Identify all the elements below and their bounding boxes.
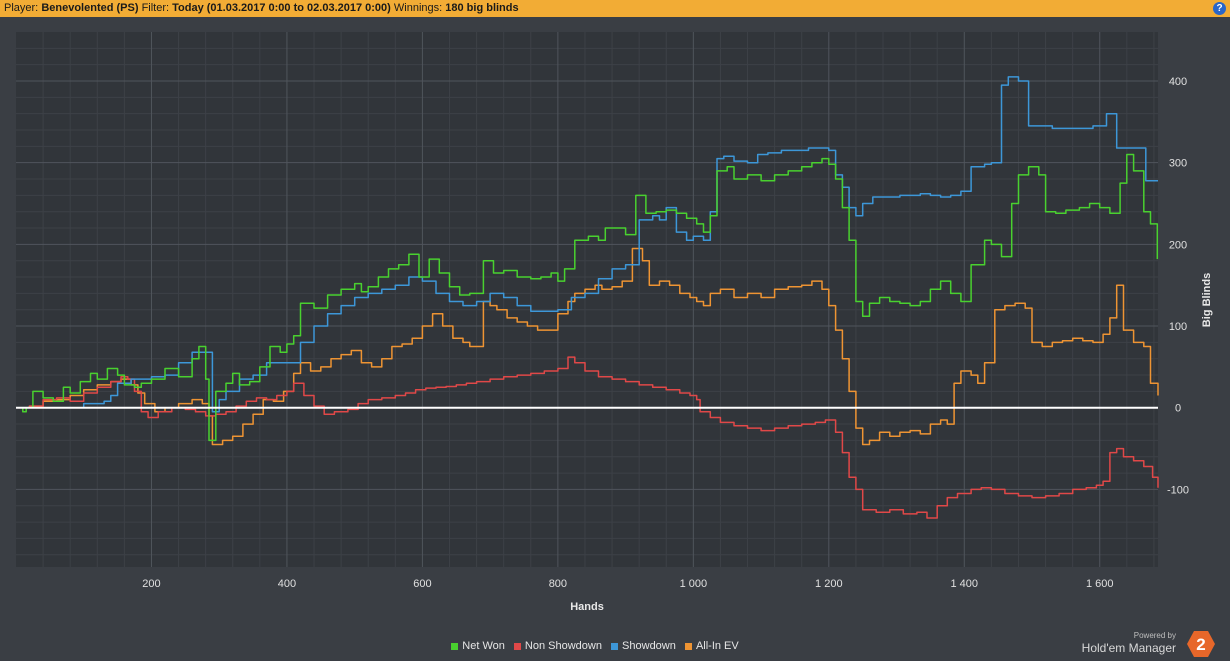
plot-area [16,32,1158,567]
brand-logo: Powered by Hold'em Manager 2 [1082,629,1216,659]
x-tick-label: 800 [549,578,567,590]
legend-all-in-ev[interactable]: All-In EV [684,640,739,652]
chart-legend: Net Won Non Showdown Showdown All-In EV [0,640,1190,652]
y-axis-label: Big Blinds [1201,273,1213,327]
brand-name: Hold'em Manager [1081,641,1176,655]
legend-swatch-showdown [611,642,619,650]
filter-info-bar: Player: Benevolented (PS) Filter: Today … [0,0,1230,17]
winnings-graph: 200 400 600 800 1 000 1 200 1 400 1 600 -100010… [16,32,1213,613]
x-axis-ticks: 200 400 600 800 1 000 1 200 1 400 1 600 [142,578,1113,590]
x-tick-label: 1 000 [680,578,708,590]
x-tick-label: 1 400 [951,578,979,590]
x-tick-label: 1 600 [1086,578,1114,590]
y-tick-label: -100 [1167,484,1189,496]
y-tick-label: 100 [1169,321,1187,333]
y-axis-ticks: -100 0 100 200 300 400 [1167,76,1189,496]
y-tick-label: 300 [1169,158,1187,170]
y-tick-label: 400 [1169,76,1187,88]
legend-label: All-In EV [695,640,739,652]
all-in-ev-line [16,247,1159,446]
player-label: Player: [4,2,39,14]
hm2-logo-icon: 2 [1187,631,1215,657]
filter-label: Filter: [141,2,170,14]
filter-value: Today (01.03.2017 0:00 to 02.03.2017 0:0… [172,2,391,14]
legend-non-showdown[interactable]: Non Showdown [513,640,602,652]
y-tick-label: 200 [1169,239,1187,251]
x-axis-label: Hands [570,601,604,613]
legend-swatch-all-in-ev [684,642,692,650]
y-tick-label: 0 [1175,403,1181,415]
showdown-line [16,76,1158,413]
powered-by-text: Powered by [1133,631,1176,640]
winnings-value: 180 big blinds [445,2,519,14]
legend-showdown[interactable]: Showdown [611,640,676,652]
x-tick-label: 1 200 [815,578,843,590]
legend-swatch-non-showdown [513,642,521,650]
non-showdown-line [16,356,1159,519]
help-icon[interactable]: ? [1213,2,1226,15]
legend-label: Net Won [462,640,505,652]
x-tick-label: 200 [142,578,160,590]
x-tick-label: 600 [413,578,431,590]
x-tick-label: 400 [278,578,296,590]
legend-label: Showdown [622,640,676,652]
series-lines [16,76,1159,519]
legend-label: Non Showdown [524,640,602,652]
legend-net-won[interactable]: Net Won [451,640,505,652]
net-won-line [16,153,1159,442]
logo-number: 2 [1196,635,1205,654]
player-value: Benevolented (PS) [41,2,139,14]
legend-swatch-net-won [451,642,459,650]
winnings-label: Winnings: [393,2,443,14]
